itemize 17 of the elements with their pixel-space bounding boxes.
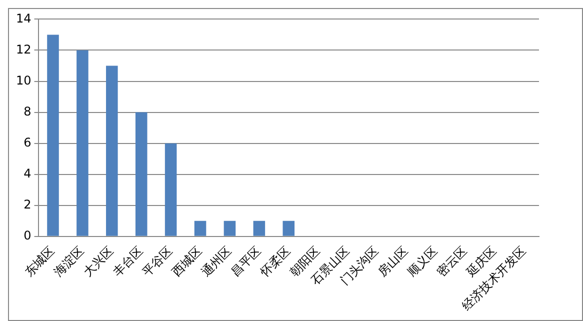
bar [282,220,295,236]
bar [164,143,177,236]
y-tick-label: 0 [24,228,32,243]
y-tick-label: 2 [24,198,32,212]
bar [106,66,118,236]
y-tick-label: 10 [16,73,32,88]
y-tick-label: 12 [16,42,32,56]
bar [194,220,206,236]
y-tick-label: 14 [16,11,32,26]
bar [47,34,59,236]
bar [253,220,266,236]
bar [224,220,236,236]
bar [76,50,88,236]
y-tick-label: 6 [24,135,32,150]
y-tick-label: 8 [24,104,32,118]
y-tick-label: 4 [24,166,32,180]
bar [135,112,148,236]
